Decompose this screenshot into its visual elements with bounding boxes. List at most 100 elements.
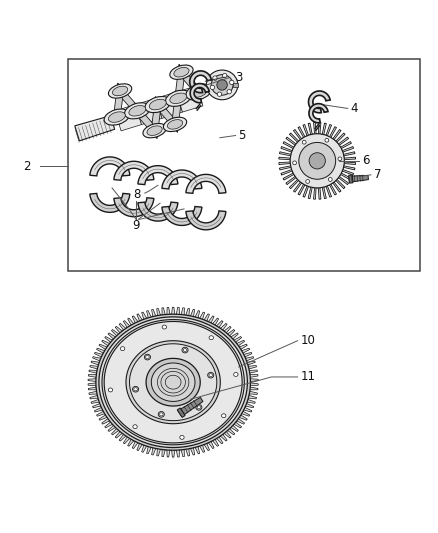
Ellipse shape xyxy=(145,96,170,112)
Circle shape xyxy=(328,177,332,181)
Circle shape xyxy=(325,139,329,142)
Polygon shape xyxy=(308,91,330,113)
Polygon shape xyxy=(151,363,195,401)
Ellipse shape xyxy=(149,99,166,110)
Polygon shape xyxy=(146,358,200,406)
Polygon shape xyxy=(279,123,356,199)
Polygon shape xyxy=(349,175,353,183)
Ellipse shape xyxy=(143,124,166,138)
Ellipse shape xyxy=(120,346,125,351)
Polygon shape xyxy=(156,92,183,118)
Ellipse shape xyxy=(147,126,162,135)
Ellipse shape xyxy=(109,84,132,98)
Polygon shape xyxy=(138,202,178,221)
Polygon shape xyxy=(173,91,180,132)
Polygon shape xyxy=(118,83,140,119)
Polygon shape xyxy=(190,84,209,103)
Polygon shape xyxy=(186,211,226,230)
Polygon shape xyxy=(177,86,203,112)
Polygon shape xyxy=(90,193,130,212)
Polygon shape xyxy=(102,320,244,445)
Circle shape xyxy=(217,92,222,96)
Polygon shape xyxy=(155,96,177,132)
Ellipse shape xyxy=(211,75,233,95)
Ellipse shape xyxy=(158,411,164,417)
Ellipse shape xyxy=(209,336,213,340)
Ellipse shape xyxy=(170,93,187,103)
Polygon shape xyxy=(75,116,115,141)
Ellipse shape xyxy=(133,386,139,392)
Polygon shape xyxy=(114,161,154,180)
Ellipse shape xyxy=(134,387,138,391)
Ellipse shape xyxy=(163,117,187,132)
Polygon shape xyxy=(99,317,247,448)
Text: 8: 8 xyxy=(133,188,141,200)
Polygon shape xyxy=(126,341,220,424)
Text: 3: 3 xyxy=(236,71,243,84)
Circle shape xyxy=(338,157,342,161)
Polygon shape xyxy=(135,103,157,139)
Text: 9: 9 xyxy=(132,219,140,231)
Circle shape xyxy=(217,79,227,90)
Circle shape xyxy=(290,134,344,188)
Ellipse shape xyxy=(209,374,212,377)
Polygon shape xyxy=(104,321,242,443)
Ellipse shape xyxy=(196,405,202,410)
Circle shape xyxy=(230,80,234,85)
Polygon shape xyxy=(179,64,201,100)
Polygon shape xyxy=(114,83,123,125)
Ellipse shape xyxy=(146,356,149,359)
Circle shape xyxy=(306,180,310,183)
Polygon shape xyxy=(88,308,258,457)
Ellipse shape xyxy=(186,84,212,100)
Circle shape xyxy=(210,85,215,90)
Ellipse shape xyxy=(113,86,128,96)
Ellipse shape xyxy=(174,68,189,77)
Polygon shape xyxy=(162,206,202,225)
Text: 2: 2 xyxy=(23,159,31,173)
Text: 6: 6 xyxy=(362,155,369,167)
Polygon shape xyxy=(190,71,212,93)
Circle shape xyxy=(299,142,336,179)
Circle shape xyxy=(309,153,325,169)
Text: 10: 10 xyxy=(300,334,315,347)
Text: 11: 11 xyxy=(301,370,316,383)
Ellipse shape xyxy=(182,347,188,353)
Circle shape xyxy=(227,90,231,94)
Bar xyxy=(68,59,420,271)
Ellipse shape xyxy=(208,373,214,378)
Ellipse shape xyxy=(167,119,183,129)
Bar xyxy=(233,83,238,87)
Polygon shape xyxy=(115,104,141,131)
Ellipse shape xyxy=(166,90,191,107)
Ellipse shape xyxy=(108,388,113,392)
Text: 4: 4 xyxy=(350,102,357,115)
Ellipse shape xyxy=(162,325,166,329)
Polygon shape xyxy=(177,408,185,417)
Circle shape xyxy=(293,161,297,165)
Text: 7: 7 xyxy=(374,168,381,181)
Ellipse shape xyxy=(104,109,130,125)
Polygon shape xyxy=(114,198,154,217)
Circle shape xyxy=(213,76,217,80)
Ellipse shape xyxy=(197,406,201,409)
Polygon shape xyxy=(186,174,226,193)
Ellipse shape xyxy=(145,354,151,360)
Ellipse shape xyxy=(129,106,146,116)
Polygon shape xyxy=(176,64,184,106)
Ellipse shape xyxy=(159,413,163,416)
Text: 5: 5 xyxy=(238,129,245,142)
Polygon shape xyxy=(309,103,328,123)
Polygon shape xyxy=(152,96,160,139)
Ellipse shape xyxy=(183,349,187,352)
Circle shape xyxy=(302,140,306,144)
Polygon shape xyxy=(96,314,251,450)
Circle shape xyxy=(223,74,227,78)
Ellipse shape xyxy=(125,103,150,119)
Ellipse shape xyxy=(222,414,226,418)
Ellipse shape xyxy=(180,435,184,439)
Polygon shape xyxy=(130,344,217,421)
Ellipse shape xyxy=(233,373,238,376)
Polygon shape xyxy=(135,98,162,125)
Polygon shape xyxy=(138,166,178,184)
